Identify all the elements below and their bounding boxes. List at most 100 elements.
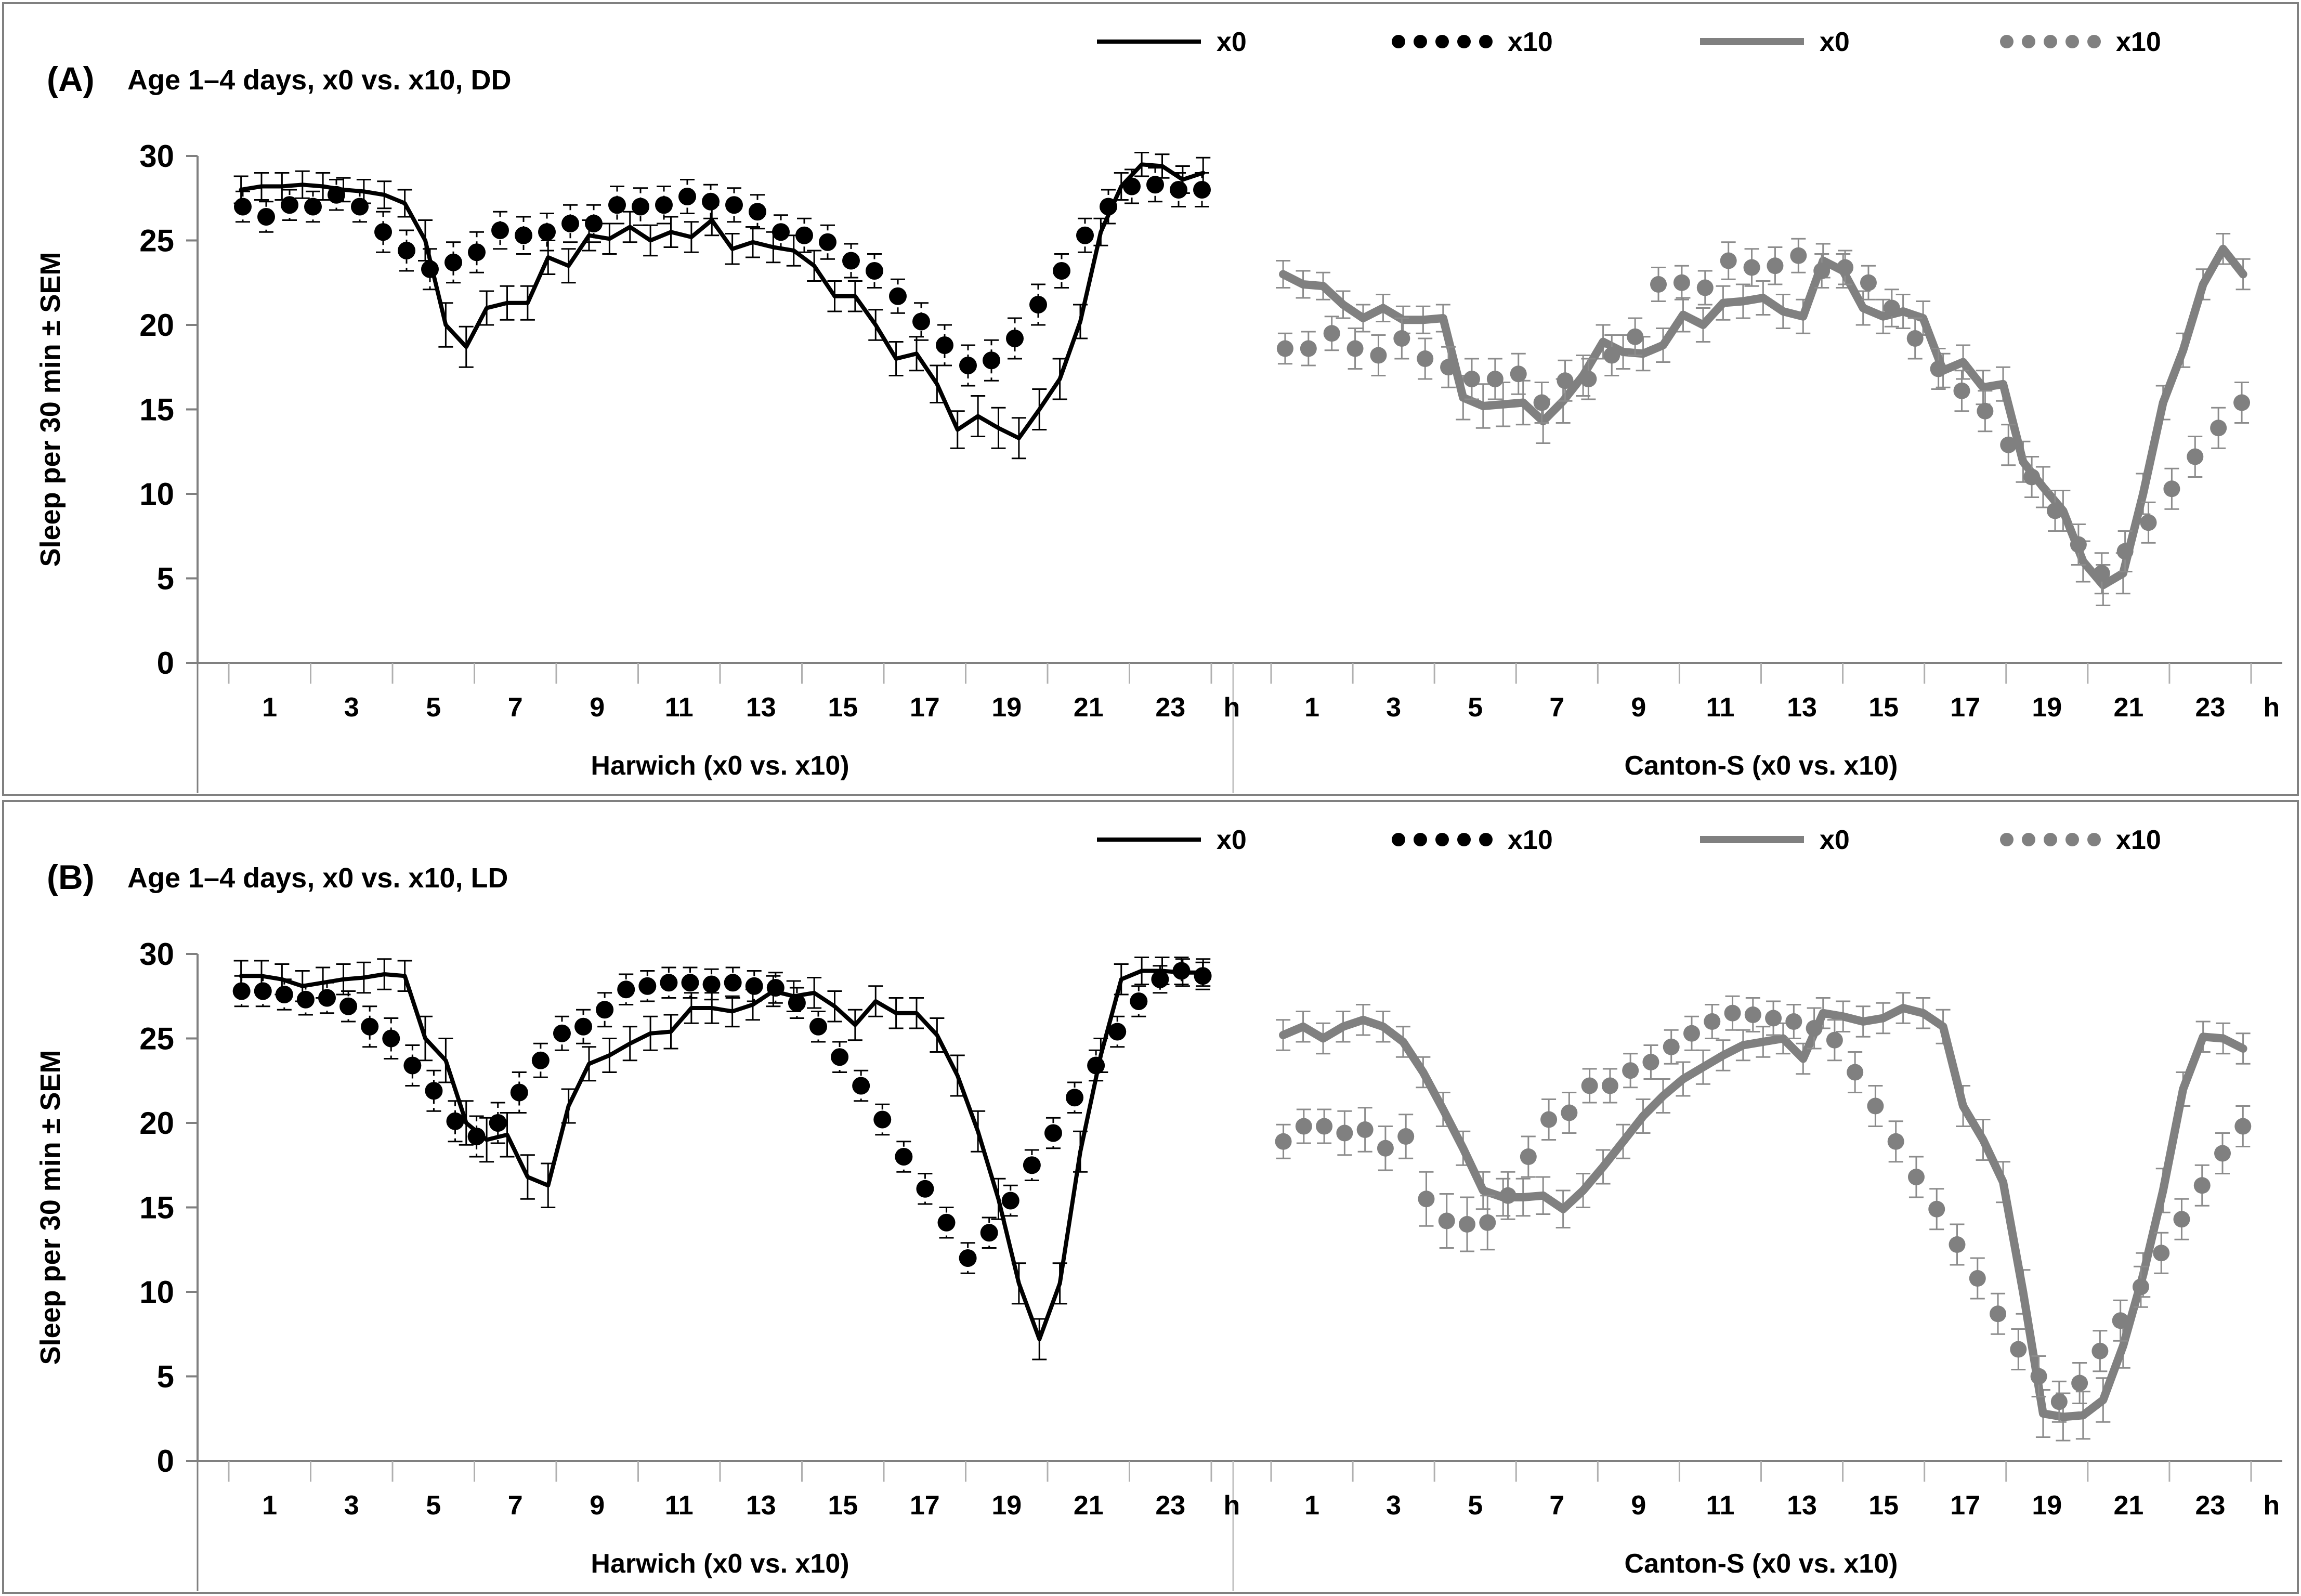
series-x10-dotted	[1276, 238, 2251, 595]
series-x10-dotted	[234, 167, 1211, 387]
data-point	[2214, 1145, 2231, 1162]
data-point	[895, 1148, 913, 1166]
data-point	[1663, 1038, 1680, 1055]
strain-label: Harwich (x0 vs. x10)	[591, 1549, 849, 1579]
x-tick-label: 9	[1631, 1490, 1646, 1521]
x-unit-label: h	[2263, 1490, 2280, 1521]
x-unit-label: h	[1223, 1490, 1240, 1521]
x-tick-label: 1	[262, 692, 277, 723]
legend-dot-swatch	[1435, 35, 1449, 48]
data-point	[2210, 420, 2227, 437]
series-x10-dotted	[1275, 995, 2252, 1423]
error-bar	[576, 1009, 591, 1044]
data-point	[2234, 1118, 2252, 1135]
data-point	[936, 336, 953, 354]
data-point	[1990, 1305, 2007, 1323]
x-tick-label: 3	[1386, 692, 1401, 723]
data-point	[1860, 274, 1877, 291]
x-tick-label: 13	[746, 692, 776, 723]
x-tick-label: 13	[1787, 1490, 1817, 1521]
data-point	[1765, 1010, 1782, 1027]
data-point	[1683, 1025, 1700, 1042]
error-bar	[554, 1015, 569, 1051]
data-point	[275, 986, 293, 1003]
legend-item-4: x10	[2000, 825, 2161, 855]
data-point	[510, 1083, 528, 1102]
legend-item-4: x10	[2000, 27, 2161, 57]
data-point	[234, 198, 252, 216]
error-bar	[1148, 167, 1162, 203]
data-point	[2050, 1393, 2068, 1410]
series-line	[239, 969, 1206, 1341]
error-bar	[298, 984, 313, 1016]
data-point	[468, 243, 486, 261]
error-bar	[516, 216, 531, 255]
data-point	[788, 994, 806, 1012]
legend-item-3: x0	[1700, 27, 1850, 57]
data-point	[1650, 276, 1667, 293]
x-tick-label: 23	[2195, 692, 2226, 723]
strain-label: Canton-S (x0 vs. x10)	[1625, 1549, 1898, 1579]
data-point	[1479, 1214, 1496, 1231]
data-point	[1953, 382, 1970, 399]
data-point	[2023, 468, 2041, 486]
data-point	[873, 1110, 892, 1129]
x-tick-label: 21	[1074, 1490, 1104, 1521]
panel-label: (B)	[47, 858, 95, 896]
data-point	[374, 223, 392, 241]
data-point	[1053, 262, 1070, 280]
data-point	[1622, 1062, 1639, 1079]
legend-dot-swatch	[1435, 833, 1449, 846]
panel-b: (B) Age 1–4 days, x0 vs. x10, LD Sleep per…	[2, 800, 2299, 1594]
x-tick-label: 1	[1304, 692, 1319, 723]
error-bar	[597, 992, 612, 1028]
data-point	[1393, 330, 1410, 347]
data-point	[1108, 1023, 1127, 1041]
data-point	[1724, 1004, 1741, 1022]
legend-dot-swatch	[1392, 833, 1405, 846]
data-point	[361, 1017, 379, 1036]
data-point	[1194, 967, 1212, 985]
data-point	[766, 979, 785, 997]
legend-label: x0	[1217, 27, 1247, 57]
data-point	[1316, 1118, 1333, 1135]
error-bar	[867, 253, 882, 289]
data-point	[257, 208, 275, 226]
error-bar	[1078, 217, 1092, 253]
x-tick-label: 11	[665, 692, 694, 723]
legend-dot-swatch	[1414, 833, 1427, 846]
legend-item-3: x0	[1700, 825, 1850, 855]
error-bar	[1003, 1184, 1018, 1217]
data-point	[446, 1112, 464, 1130]
data-point	[538, 223, 556, 241]
data-point	[937, 1213, 956, 1232]
data-point	[1969, 1270, 1986, 1287]
data-point	[444, 253, 462, 271]
data-point	[702, 192, 720, 211]
data-point	[2047, 502, 2063, 519]
legend-item-2: x10	[1392, 27, 1553, 57]
data-point	[328, 186, 345, 204]
error-bar	[960, 1242, 975, 1274]
legend-dot-swatch	[2044, 35, 2057, 48]
x-tick-label: 23	[1155, 692, 1185, 723]
data-point	[1356, 1121, 1374, 1138]
data-point	[296, 990, 315, 1009]
series-line	[1279, 1004, 2247, 1421]
data-point	[912, 312, 930, 331]
x-tick-label: 23	[2195, 1490, 2226, 1521]
error-bar	[282, 189, 297, 221]
error-bar	[619, 973, 634, 1005]
strain-label: Harwich (x0 vs. x10)	[591, 751, 849, 781]
data-point	[2193, 1177, 2211, 1194]
panel-label: (A)	[47, 60, 95, 98]
x-tick-label: 21	[2113, 692, 2143, 723]
data-point	[1336, 1124, 1353, 1142]
error-bar	[661, 966, 676, 999]
data-point	[1377, 1140, 1394, 1157]
data-point	[281, 196, 298, 214]
data-point	[852, 1077, 870, 1095]
x-tick-label: 9	[1631, 692, 1646, 723]
